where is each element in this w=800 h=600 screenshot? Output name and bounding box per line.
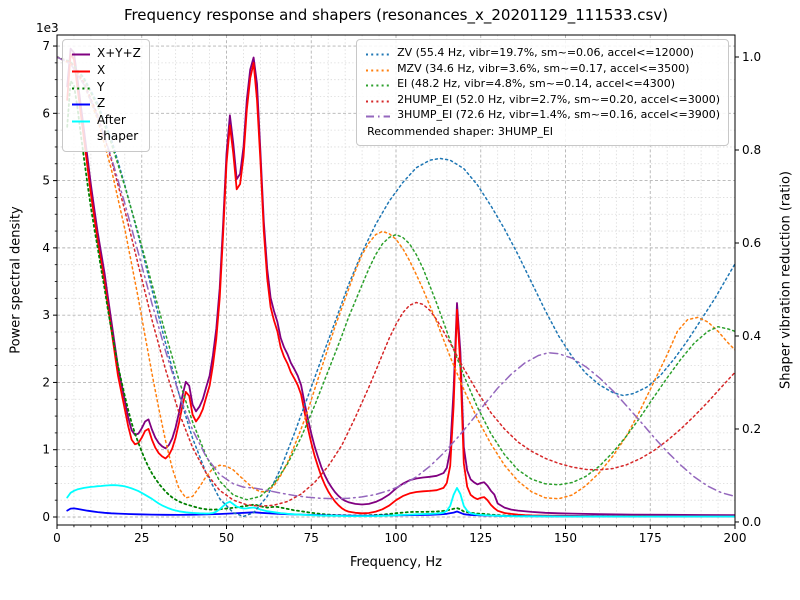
x-tick-label: 125 bbox=[469, 531, 492, 545]
legend-item-3hump_ei: 3HUMP_EI (72.6 Hz, vibr=1.4%, sm~=0.16, … bbox=[365, 108, 720, 123]
series-3hump_ei bbox=[57, 56, 735, 500]
series-ei bbox=[57, 56, 735, 501]
legend-shapers: ZV (55.4 Hz, vibr=19.7%, sm~=0.06, accel… bbox=[356, 39, 729, 147]
legend-label-ei: EI (48.2 Hz, vibr=4.8%, sm~=0.14, accel<… bbox=[397, 77, 676, 91]
legend-label-z: Z bbox=[97, 96, 106, 111]
x-tick-label: 100 bbox=[385, 531, 408, 545]
legend-line-sample-y bbox=[72, 87, 90, 90]
y-left-tick-label: 5 bbox=[42, 174, 50, 188]
y-axis-label-right: Shaper vibration reduction (ratio) bbox=[778, 171, 794, 389]
legend-line-sample-x bbox=[72, 70, 90, 73]
y-right-tick-label: 1.0 bbox=[742, 50, 761, 64]
x-tick-label: 150 bbox=[554, 531, 577, 545]
legend-item-ei: EI (48.2 Hz, vibr=4.8%, sm~=0.14, accel<… bbox=[365, 77, 720, 92]
legend-item-2hump_ei: 2HUMP_EI (52.0 Hz, vibr=2.7%, sm~=0.20, … bbox=[365, 93, 720, 108]
y-right-tick-label: 0.8 bbox=[742, 143, 761, 157]
y-left-tick-label: 3 bbox=[42, 308, 50, 322]
legend-recommended-note: Recommended shaper: 3HUMP_EI bbox=[367, 124, 554, 138]
y-axis-label-left: Power spectral density bbox=[8, 206, 24, 354]
y-left-tick-label: 0 bbox=[42, 510, 50, 524]
legend-item-after: After shaper bbox=[71, 113, 141, 145]
y-axis-offset-label: 1e3 bbox=[36, 21, 59, 35]
legend-label-3hump_ei: 3HUMP_EI (72.6 Hz, vibr=1.4%, sm~=0.16, … bbox=[397, 108, 720, 122]
legend-label-x: X bbox=[97, 62, 106, 77]
chart-title: Frequency response and shapers (resonanc… bbox=[123, 6, 669, 24]
legend-item-x: X bbox=[71, 63, 141, 79]
y-left-tick-label: 1 bbox=[42, 443, 50, 457]
x-tick-label: 200 bbox=[724, 531, 747, 545]
y-left-tick-label: 6 bbox=[42, 106, 50, 120]
y-right-tick-label: 0.6 bbox=[742, 236, 761, 250]
legend-label-mzv: MZV (34.6 Hz, vibr=3.6%, sm~=0.17, accel… bbox=[397, 61, 690, 75]
y-left-tick-label: 7 bbox=[42, 39, 50, 53]
legend-psd: X+Y+Z X Y Z After shaper bbox=[62, 39, 150, 152]
series-y bbox=[66, 80, 735, 518]
legend-line-sample-ei bbox=[366, 84, 391, 87]
series-2hump_ei bbox=[57, 56, 735, 507]
series-zv bbox=[57, 56, 735, 518]
series-mzv bbox=[57, 56, 735, 500]
legend-label-sum: X+Y+Z bbox=[97, 46, 141, 60]
x-tick-label: 175 bbox=[639, 531, 662, 545]
legend-label-zv: ZV (55.4 Hz, vibr=19.7%, sm~=0.06, accel… bbox=[397, 46, 694, 59]
legend-line-sample-sum bbox=[72, 53, 90, 56]
legend-line-sample-z bbox=[72, 103, 90, 106]
x-axis-label: Frequency, Hz bbox=[349, 555, 443, 570]
legend-item-mzv: MZV (34.6 Hz, vibr=3.6%, sm~=0.17, accel… bbox=[365, 62, 720, 77]
legend-label-2hump_ei: 2HUMP_EI (52.0 Hz, vibr=2.7%, sm~=0.20, … bbox=[397, 92, 720, 106]
series-after bbox=[66, 484, 735, 518]
y-right-tick-label: 0.2 bbox=[742, 422, 761, 436]
y-right-tick-label: 0.4 bbox=[742, 329, 761, 343]
legend-item-y: Y bbox=[71, 80, 141, 96]
y-left-tick-label: 4 bbox=[42, 241, 50, 255]
legend-item-zv: ZV (55.4 Hz, vibr=19.7%, sm~=0.06, accel… bbox=[365, 46, 720, 61]
x-tick-label: 75 bbox=[304, 531, 319, 545]
x-tick-label: 50 bbox=[219, 531, 234, 545]
y-left-tick-label: 2 bbox=[42, 375, 50, 389]
x-tick-label: 0 bbox=[53, 531, 61, 545]
legend-line-sample-mzv bbox=[366, 69, 391, 72]
legend-line-sample-3hump_ei bbox=[366, 115, 391, 118]
y-right-tick-label: 0.0 bbox=[742, 515, 761, 529]
legend-line-sample-zv bbox=[366, 53, 391, 56]
legend-item-sum: X+Y+Z bbox=[71, 46, 141, 62]
x-tick-label: 25 bbox=[134, 531, 149, 545]
legend-item-z: Z bbox=[71, 96, 141, 112]
series-sum bbox=[66, 47, 735, 516]
legend-label-y: Y bbox=[97, 79, 105, 94]
legend-line-sample-2hump_ei bbox=[366, 100, 391, 103]
legend-label-after: After shaper bbox=[97, 113, 139, 144]
legend-line-sample-after bbox=[72, 120, 90, 123]
